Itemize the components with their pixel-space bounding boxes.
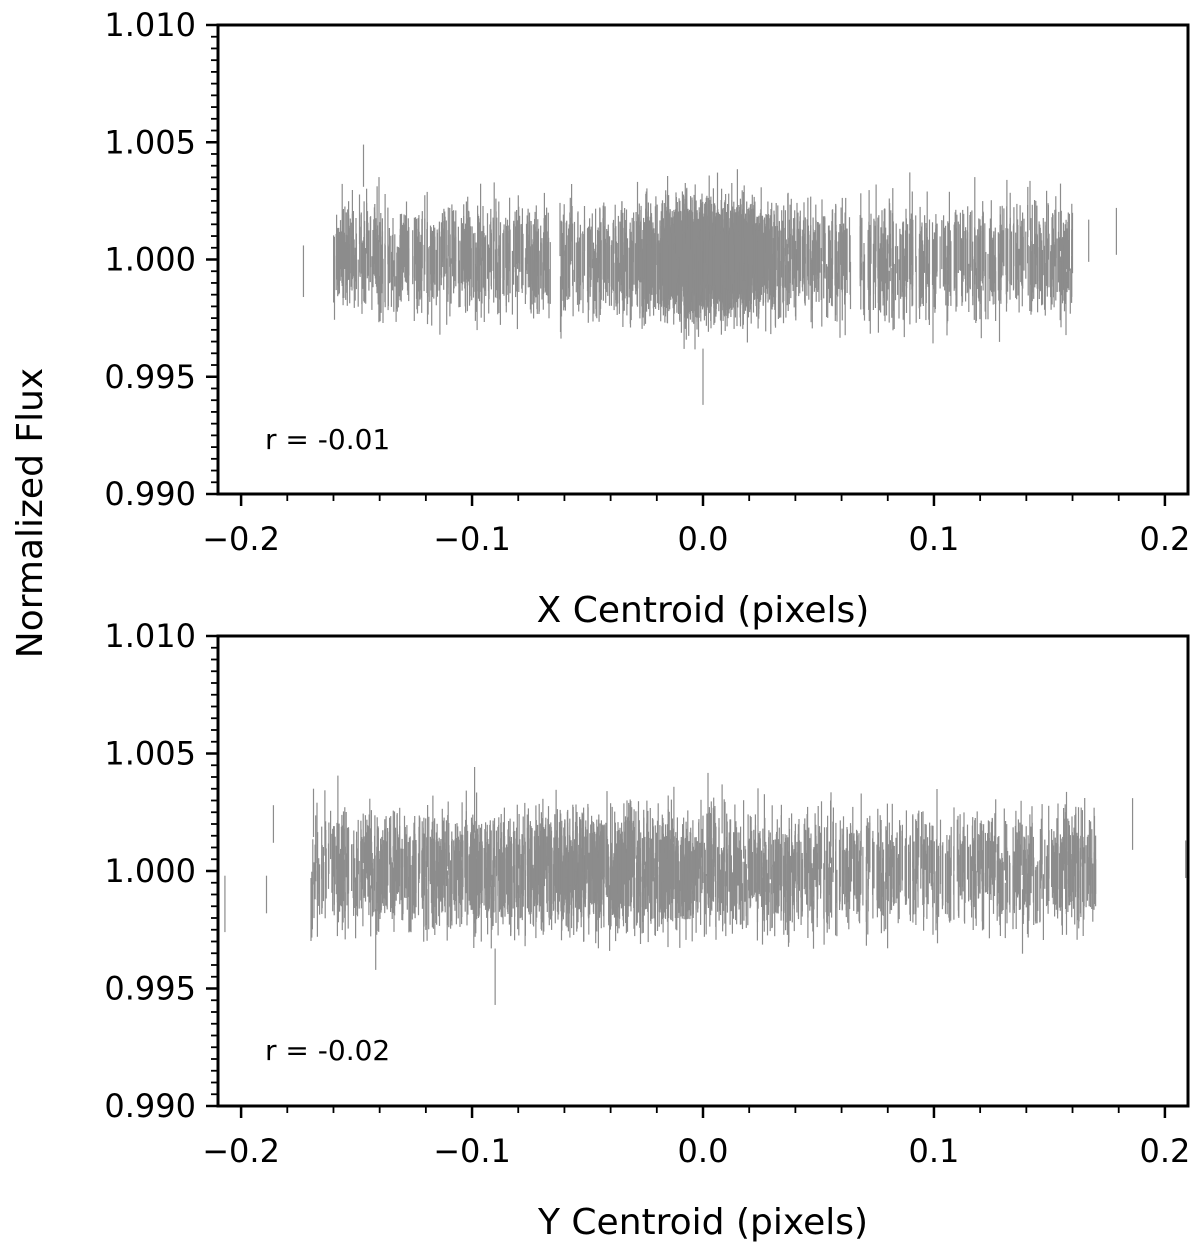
x-tick-labels: −0.2 −0.1 0.0 0.1 0.2 (202, 1132, 1190, 1170)
y-tick-label: 0.990 (104, 475, 196, 513)
errorbar-series-x (302, 144, 1118, 405)
x-tick-label: −0.2 (202, 1132, 280, 1170)
major-ticks (206, 634, 1167, 1118)
y-tick-label: 1.000 (104, 852, 196, 890)
x-tick-label: 0.0 (678, 1132, 729, 1170)
x-tick-label: −0.2 (202, 520, 280, 558)
x-tick-label: 0.2 (1139, 1132, 1190, 1170)
chart-panel-y-centroid: 0.990 0.995 1.000 1.005 1.010 −0.2 −0.1 0.0 0.1… (104, 617, 1190, 1243)
y-tick-label: 1.000 (104, 241, 196, 279)
y-tick-label: 0.995 (104, 358, 196, 396)
x-axis-label: X Centroid (pixels) (537, 590, 870, 631)
y-tick-label: 1.005 (104, 735, 196, 773)
x-tick-label: −0.1 (433, 1132, 511, 1170)
plot-frame (216, 634, 1190, 1108)
y-tick-labels: 0.990 0.995 1.000 1.005 1.010 (104, 617, 196, 1125)
x-tick-label: 0.1 (909, 520, 960, 558)
y-tick-labels: 0.990 0.995 1.000 1.005 1.010 (104, 6, 196, 513)
x-axis-label: Y Centroid (pixels) (537, 1202, 868, 1243)
correlation-annotation: r = -0.02 (265, 1034, 390, 1067)
major-ticks (206, 23, 1167, 506)
shared-y-axis-label: Normalized Flux (10, 368, 51, 658)
chart-panel-x-centroid: 0.990 0.995 1.000 1.005 1.010 −0.2 −0.1 0.0 0.1… (104, 6, 1190, 631)
y-tick-label: 1.005 (104, 123, 196, 161)
x-tick-label: 0.0 (678, 520, 729, 558)
plot-frame (216, 23, 1190, 496)
x-tick-label: 0.2 (1139, 520, 1190, 558)
y-tick-label: 0.995 (104, 970, 196, 1008)
errorbar-series-y (224, 767, 1187, 1005)
y-tick-label: 1.010 (104, 6, 196, 44)
x-tick-labels: −0.2 −0.1 0.0 0.1 0.2 (202, 520, 1190, 558)
y-tick-label: 1.010 (104, 617, 196, 655)
correlation-annotation: r = -0.01 (265, 423, 390, 456)
y-tick-label: 0.990 (104, 1087, 196, 1125)
x-tick-label: −0.1 (433, 520, 511, 558)
x-tick-label: 0.1 (909, 1132, 960, 1170)
